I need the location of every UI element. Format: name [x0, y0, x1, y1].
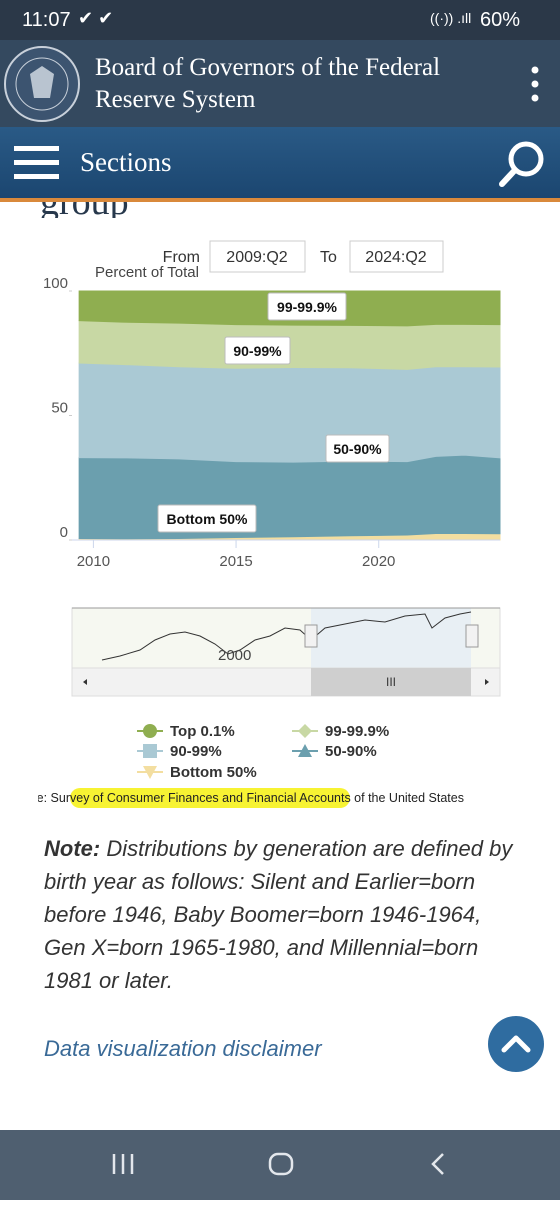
- legend-label: Bottom 50%: [170, 764, 257, 781]
- back-icon[interactable]: [431, 1153, 444, 1175]
- site-header: Board of Governors of the Federal Reserv…: [0, 40, 560, 127]
- note: Note: Distributions by generation are de…: [44, 832, 514, 997]
- series-label-box: [224, 336, 291, 365]
- series-label-box: [157, 504, 257, 533]
- scroll-top-button[interactable]: [487, 1015, 545, 1073]
- hamburger-icon[interactable]: [14, 144, 60, 182]
- navigator-handle[interactable]: [465, 624, 479, 648]
- note-text: Distributions by generation are defined …: [44, 836, 513, 993]
- x-tick-label: 2020: [362, 553, 395, 570]
- y-tick-label: 100: [43, 275, 68, 292]
- search-icon[interactable]: [496, 139, 550, 191]
- x-tick-label: 2015: [219, 553, 252, 570]
- system-nav-bar: [0, 1130, 560, 1200]
- system-nav-icons: [112, 1152, 444, 1176]
- status-bar: 11:07 ✔ ✔ 60% ((·)) .ıll: [0, 0, 560, 40]
- legend-label: 99-99.9%: [325, 723, 389, 740]
- range-from-box[interactable]: [209, 240, 306, 273]
- scrollbar-thumb[interactable]: [311, 668, 471, 696]
- legend-marker: [143, 766, 157, 779]
- scrollbar-grip: III: [386, 675, 396, 689]
- navigator-label: 2000: [218, 647, 251, 664]
- navigator-line: [101, 611, 472, 661]
- scroll-left[interactable]: [83, 679, 87, 685]
- status-icons: ✔ ✔: [78, 8, 114, 28]
- legend-label: 50-90%: [325, 743, 377, 760]
- range-from[interactable]: 2009:Q2: [226, 249, 287, 266]
- sections-label[interactable]: Sections: [80, 147, 172, 177]
- scroll-right[interactable]: [485, 679, 489, 685]
- y-tick-label: 50: [51, 400, 68, 417]
- range-to-box[interactable]: [349, 240, 444, 273]
- menu-dots[interactable]: [525, 65, 545, 105]
- x-tick-label: 2010: [77, 553, 110, 570]
- legend-marker: [143, 724, 157, 738]
- series-label: 90-99%: [233, 343, 282, 359]
- signal-icons: ((·)) .ıll: [430, 10, 472, 26]
- home-icon[interactable]: [268, 1152, 294, 1176]
- range-to-label: To: [320, 249, 337, 266]
- navigator-handle[interactable]: [304, 624, 318, 648]
- seal: [4, 46, 80, 122]
- battery: 60%: [480, 9, 521, 31]
- clock: 11:07: [22, 9, 71, 31]
- range-from-label: From: [163, 249, 200, 266]
- legend-marker: [298, 744, 312, 757]
- heading-fragment: group: [40, 202, 129, 218]
- legend-marker: [143, 744, 157, 758]
- y-axis-label: Percent of Total: [95, 264, 199, 281]
- note-label: Note:: [44, 836, 101, 861]
- y-tick-label: 0: [60, 524, 68, 541]
- legend-label: Top 0.1%: [170, 723, 235, 740]
- chart: From 2009:Q2 To 2024:Q2 Percent of Total…: [4, 240, 501, 808]
- area: [78, 454, 501, 540]
- source: Source: Survey of Consumer Finances and …: [4, 791, 464, 805]
- disclaimer-link[interactable]: Data visualization disclaimer: [44, 1036, 322, 1061]
- series-label-box: [325, 434, 390, 463]
- highlight: [70, 788, 350, 808]
- sections-bar[interactable]: Sections: [0, 127, 560, 202]
- site-title-line[interactable]: Reserve System: [95, 86, 256, 113]
- range-to[interactable]: 2024:Q2: [365, 249, 426, 266]
- source-clip: [0, 790, 38, 810]
- legend-label: 90-99%: [170, 743, 222, 760]
- series-label: Bottom 50%: [167, 511, 248, 527]
- heading-clip: group: [40, 202, 240, 218]
- legend-marker: [298, 724, 312, 738]
- series-label-box: [267, 292, 347, 321]
- site-title-line[interactable]: Board of Governors of the Federal: [95, 54, 441, 81]
- series-label: 50-90%: [333, 441, 382, 457]
- series-label: 99-99.9%: [277, 299, 337, 315]
- site-title[interactable]: Board of Governors of the Federal Reserv…: [95, 52, 440, 116]
- area: [78, 362, 501, 463]
